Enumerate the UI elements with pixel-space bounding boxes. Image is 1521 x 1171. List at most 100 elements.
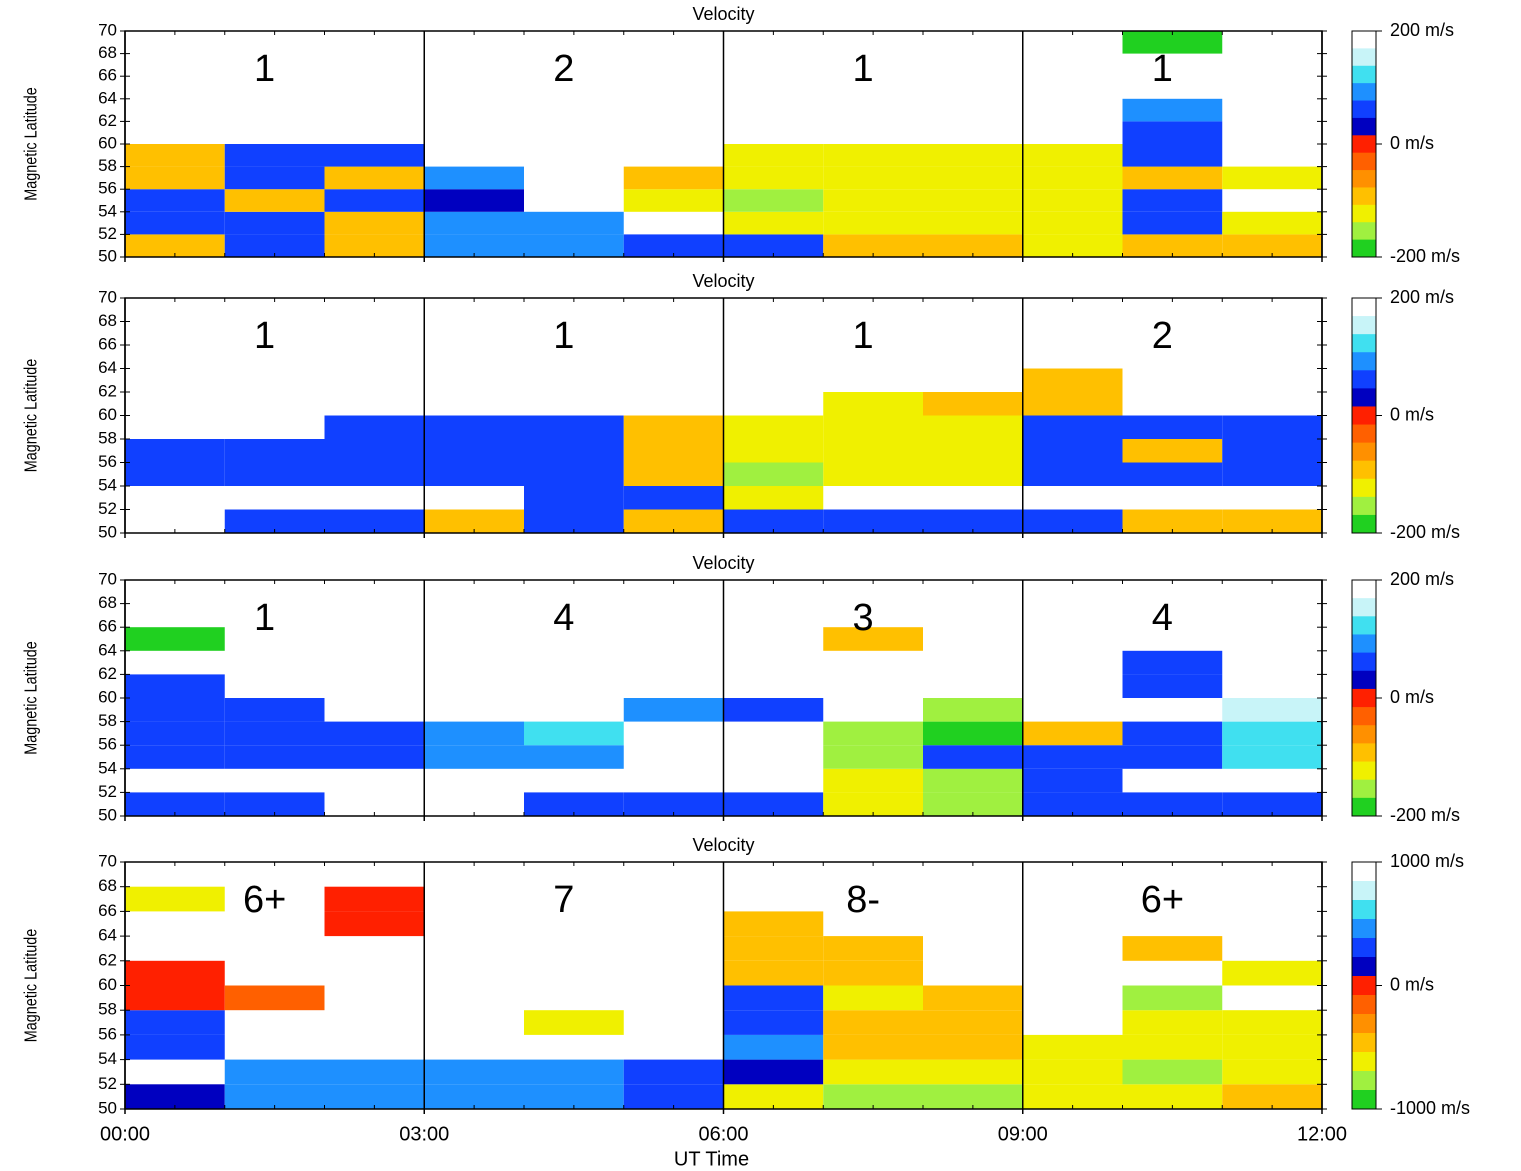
y-tick-label: 52 xyxy=(98,499,117,518)
cell xyxy=(1022,1059,1123,1085)
kp-annotation: 4 xyxy=(553,597,574,639)
cell xyxy=(723,1084,824,1109)
cell xyxy=(324,462,425,486)
colorbar-segment xyxy=(1352,957,1376,977)
cell xyxy=(125,1084,225,1109)
y-tick-label: 70 xyxy=(98,851,117,870)
cell xyxy=(125,745,225,769)
cell xyxy=(823,462,923,486)
cell xyxy=(823,1010,923,1035)
colorbar-segment xyxy=(1352,616,1376,635)
cell xyxy=(125,960,225,986)
cell xyxy=(324,189,425,212)
cell xyxy=(1022,144,1123,167)
cell xyxy=(923,698,1023,722)
kp-annotation: 1 xyxy=(853,48,874,90)
cell xyxy=(424,721,524,746)
y-tick-label: 70 xyxy=(98,287,117,306)
cell xyxy=(424,439,524,463)
cell xyxy=(923,792,1023,816)
cell xyxy=(1022,792,1123,816)
cell xyxy=(723,211,824,235)
y-tick-label: 50 xyxy=(98,805,117,824)
colorbar-segment xyxy=(1352,496,1376,516)
colorbar-segment xyxy=(1352,152,1376,171)
cell xyxy=(125,211,225,235)
cell xyxy=(823,792,923,816)
y-tick-label: 66 xyxy=(98,334,117,353)
cell xyxy=(723,486,824,510)
cell xyxy=(125,462,225,486)
cell xyxy=(823,234,923,257)
cell xyxy=(125,1010,225,1035)
cell xyxy=(224,745,325,769)
cell xyxy=(324,911,425,937)
kp-annotation: 1 xyxy=(1152,48,1173,90)
colorbar-segment xyxy=(1352,442,1376,462)
colorbar-segment xyxy=(1352,634,1376,654)
cell xyxy=(1122,674,1223,698)
colorbar-segment xyxy=(1352,1033,1376,1053)
colorbar-segment xyxy=(1352,406,1376,426)
cell xyxy=(923,1034,1023,1060)
colorbar-segment xyxy=(1352,48,1376,67)
cell xyxy=(1122,721,1223,746)
plot-frame xyxy=(124,861,1323,1110)
cell xyxy=(823,985,923,1011)
colorbar-label: 0 m/s xyxy=(1390,404,1434,424)
cell xyxy=(1122,144,1223,167)
x-tick-label: 09:00 xyxy=(998,1123,1048,1145)
cell xyxy=(623,462,724,486)
cell xyxy=(524,1084,624,1109)
colorbar-segment xyxy=(1352,239,1376,258)
cell xyxy=(1222,509,1322,533)
cell xyxy=(1122,121,1223,144)
kp-annotation: 8- xyxy=(846,879,880,921)
colorbar-segment xyxy=(1352,100,1376,119)
cell xyxy=(1022,768,1123,793)
x-tick-label: 00:00 xyxy=(100,1123,150,1145)
cell xyxy=(125,627,225,651)
cell xyxy=(1022,1084,1123,1109)
cell xyxy=(324,439,425,463)
cell xyxy=(723,166,824,190)
y-tick-label: 50 xyxy=(98,1098,117,1117)
cell xyxy=(823,509,923,533)
cell xyxy=(823,144,923,167)
colorbar-label: 0 m/s xyxy=(1390,974,1434,994)
cell xyxy=(524,792,624,816)
colorbar-segment xyxy=(1352,1090,1376,1110)
cell xyxy=(524,1010,624,1035)
y-tick-label: 54 xyxy=(98,475,117,494)
kp-annotation: 4 xyxy=(1152,597,1173,639)
colorbar-segment xyxy=(1352,316,1376,335)
kp-annotation: 1 xyxy=(254,597,275,639)
cell xyxy=(923,985,1023,1011)
y-tick-label: 56 xyxy=(98,735,117,754)
x-tick-label: 06:00 xyxy=(698,1123,748,1145)
cell xyxy=(623,439,724,463)
y-tick-label: 52 xyxy=(98,782,117,801)
y-axis-label: Magnetic Latitude xyxy=(21,87,41,201)
y-tick-label: 62 xyxy=(98,950,117,969)
cell xyxy=(723,189,824,212)
colorbar-segment xyxy=(1352,352,1376,371)
cell xyxy=(1122,166,1223,190)
y-axis-label: Magnetic Latitude xyxy=(21,929,41,1043)
y-tick-label: 64 xyxy=(98,358,117,377)
cell xyxy=(923,745,1023,769)
cell xyxy=(723,144,824,167)
cell xyxy=(1122,650,1223,675)
cell xyxy=(524,415,624,439)
cell xyxy=(224,234,325,257)
y-tick-label: 56 xyxy=(98,179,117,198)
colorbar-label: -1000 m/s xyxy=(1390,1098,1470,1118)
cell xyxy=(1122,211,1223,235)
cell xyxy=(923,1084,1023,1109)
cell xyxy=(623,1059,724,1085)
colorbar-segment xyxy=(1352,31,1376,49)
y-tick-label: 60 xyxy=(98,405,117,424)
cell xyxy=(1122,1059,1223,1085)
cell xyxy=(125,698,225,722)
y-tick-label: 60 xyxy=(98,975,117,994)
